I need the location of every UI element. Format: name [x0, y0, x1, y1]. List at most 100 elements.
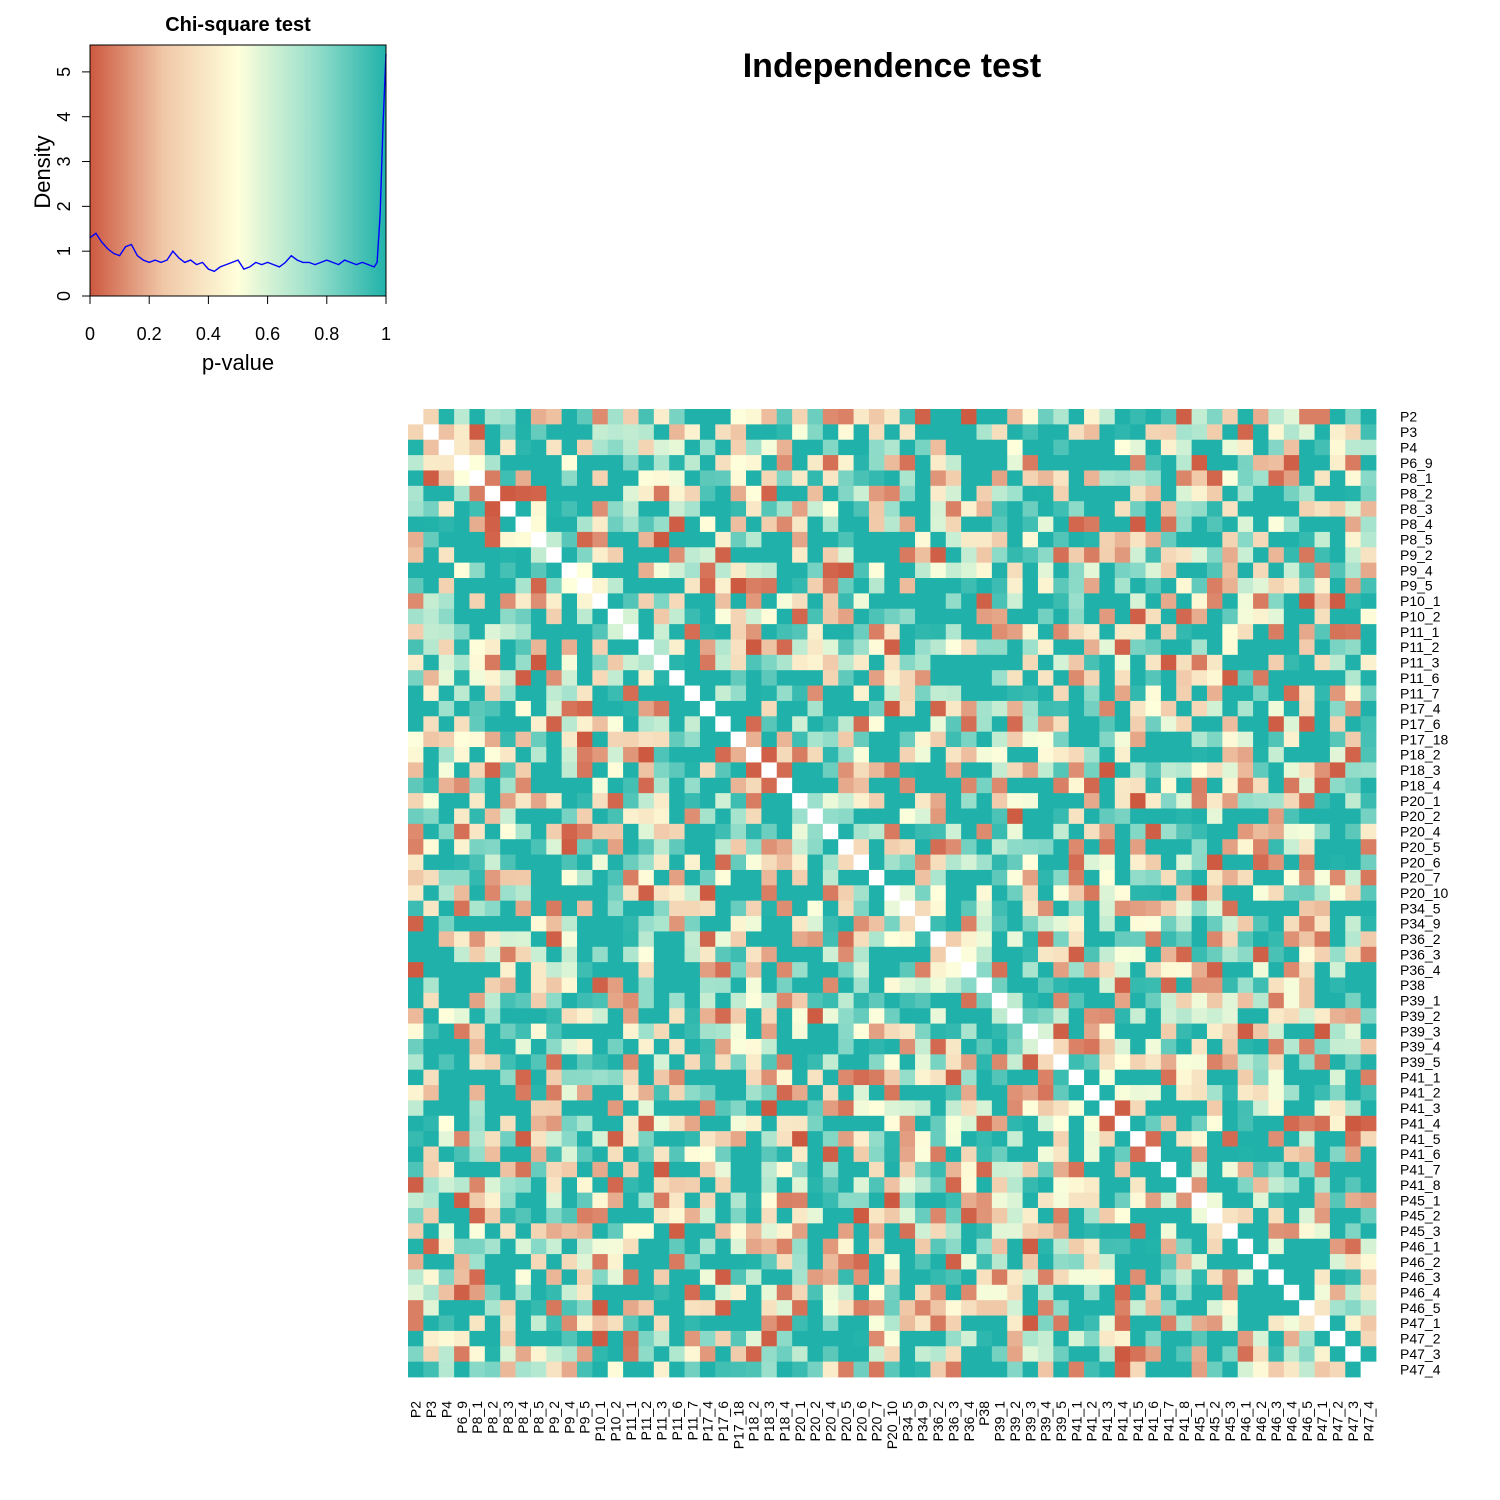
heatmap-cell	[408, 1023, 424, 1040]
heatmap-cell	[500, 793, 516, 809]
y-tick-label: 0	[54, 291, 74, 301]
heatmap-cell	[1145, 1346, 1162, 1363]
heatmap-cell	[546, 531, 563, 548]
heatmap-cell	[776, 900, 793, 917]
heatmap-cell	[822, 777, 839, 794]
heatmap-cell	[1130, 1361, 1146, 1378]
heatmap-cell	[838, 823, 854, 840]
heatmap-cell	[915, 808, 931, 825]
heatmap-cell	[1160, 1069, 1177, 1086]
heatmap-cell	[1099, 716, 1116, 733]
heatmap-cell	[761, 731, 778, 748]
heatmap-cell	[868, 654, 885, 671]
heatmap-cell	[1314, 516, 1331, 533]
heatmap-cell	[930, 1238, 947, 1255]
heatmap-cell	[715, 593, 732, 610]
heatmap-cell	[1007, 1146, 1024, 1163]
heatmap-cell	[715, 501, 732, 517]
heatmap-cell	[1206, 1315, 1223, 1332]
heatmap-cell	[515, 516, 532, 533]
heatmap-cell	[623, 900, 639, 917]
heatmap-cell	[408, 547, 424, 564]
heatmap-cell	[746, 900, 762, 917]
heatmap-cell	[546, 1085, 563, 1101]
heatmap-cell	[1099, 1023, 1116, 1040]
heatmap-cell	[807, 777, 824, 794]
heatmap-cell	[1237, 1008, 1254, 1025]
heatmap-cell	[1283, 1069, 1300, 1086]
col-label: P41_3	[1099, 1401, 1115, 1442]
heatmap-cell	[669, 1038, 685, 1055]
heatmap-cell	[792, 977, 808, 994]
heatmap-cell	[577, 562, 593, 579]
heatmap-cell	[776, 1254, 793, 1270]
heatmap-cell	[1299, 1330, 1315, 1347]
heatmap-cell	[945, 409, 962, 425]
heatmap-cell	[884, 1131, 901, 1147]
heatmap-cell	[1268, 654, 1285, 671]
heatmap-cell	[1114, 1330, 1131, 1347]
heatmap-cell	[1345, 1300, 1362, 1316]
heatmap-cell	[1037, 1131, 1054, 1147]
heatmap-cell	[500, 455, 516, 471]
heatmap-cell	[623, 747, 639, 763]
heatmap-cell	[607, 685, 624, 702]
heatmap-cell	[1299, 977, 1315, 994]
heatmap-cell	[408, 1300, 424, 1316]
heatmap-cell	[530, 562, 547, 579]
heatmap-cell	[1037, 578, 1054, 594]
heatmap-cell	[961, 547, 977, 564]
heatmap-cell	[792, 685, 808, 702]
heatmap-cell	[884, 1346, 901, 1363]
heatmap-cell	[408, 946, 424, 963]
heatmap-cell	[469, 747, 486, 763]
heatmap-cell	[484, 747, 501, 763]
heatmap-cell	[1253, 654, 1269, 671]
heatmap-cell	[1037, 1300, 1054, 1316]
heatmap-cell	[792, 1269, 808, 1286]
heatmap-cell	[515, 670, 532, 686]
heatmap-cell	[1314, 1192, 1331, 1209]
heatmap-cell	[746, 1207, 762, 1224]
heatmap-cell	[1176, 501, 1193, 517]
heatmap-cell	[868, 1269, 885, 1286]
heatmap-cell	[1007, 747, 1024, 763]
heatmap-cell	[1191, 1115, 1208, 1132]
heatmap-cell	[1222, 470, 1239, 487]
heatmap-cell	[1145, 608, 1162, 625]
heatmap-cell	[715, 562, 732, 579]
heatmap-cell	[1007, 1085, 1024, 1101]
heatmap-cell	[1237, 1330, 1254, 1347]
heatmap-cell	[1022, 1269, 1039, 1286]
heatmap-cell	[1053, 946, 1070, 963]
heatmap-cell	[899, 624, 916, 640]
heatmap-cell	[500, 777, 516, 794]
heatmap-cell	[1130, 608, 1146, 625]
heatmap-cell	[1299, 562, 1315, 579]
heatmap-cell	[792, 1223, 808, 1240]
heatmap-cell	[1037, 900, 1054, 917]
heatmap-cell	[945, 808, 962, 825]
heatmap-cell	[1037, 1238, 1054, 1255]
heatmap-cell	[454, 654, 470, 671]
heatmap-cell	[884, 455, 901, 471]
heatmap-cell	[1237, 562, 1254, 579]
heatmap-cell	[669, 1269, 685, 1286]
heatmap-cell	[761, 654, 778, 671]
heatmap-cell	[577, 1177, 593, 1194]
heatmap-cell	[1237, 1192, 1254, 1209]
y-tick-label: 2	[54, 201, 74, 211]
heatmap-cell	[592, 578, 609, 594]
heatmap-cell	[438, 485, 455, 502]
heatmap-cell	[653, 1054, 670, 1071]
heatmap-cell	[730, 1054, 747, 1071]
heatmap-cell	[454, 1161, 470, 1178]
heatmap-cell	[1160, 1177, 1177, 1194]
heatmap-cell	[792, 1361, 808, 1378]
heatmap-cell	[1222, 1008, 1239, 1025]
heatmap-cell	[500, 747, 516, 763]
heatmap-cell	[1360, 1315, 1377, 1332]
heatmap-cell	[1253, 900, 1269, 917]
heatmap-cell	[1314, 409, 1331, 425]
heatmap-cell	[792, 777, 808, 794]
